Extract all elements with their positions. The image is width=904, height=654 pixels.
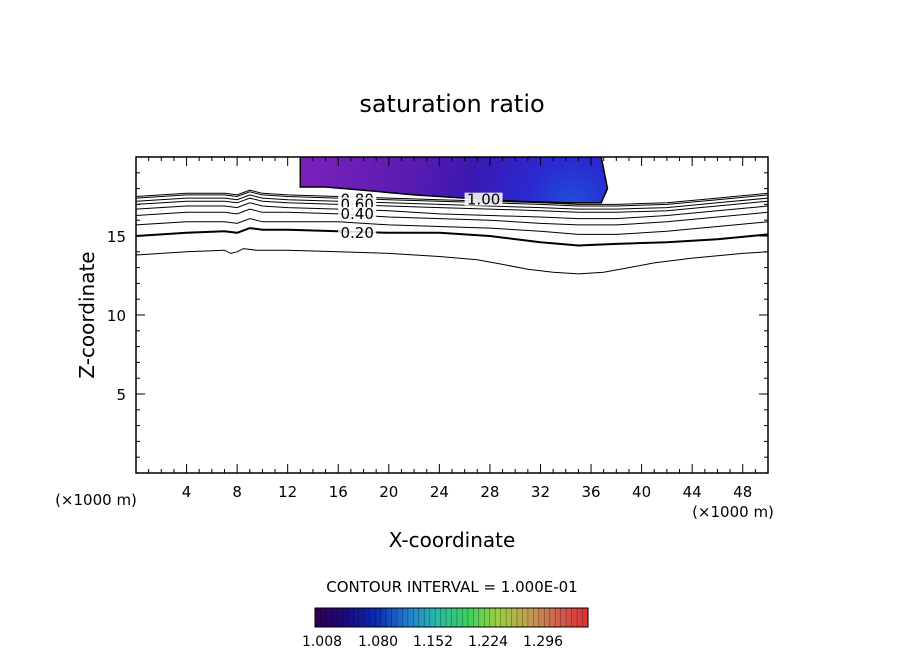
colorbar-tick-label: 1.224 xyxy=(468,634,508,650)
x-tick-label: 12 xyxy=(278,483,297,501)
y-tick-label: 5 xyxy=(116,386,126,404)
x-tick-label: 8 xyxy=(232,483,242,501)
plot-area: 0.800.600.400.201.00 4812162024283236404… xyxy=(107,156,769,501)
x-tick-label: 44 xyxy=(683,483,702,501)
colorbar-gradient xyxy=(314,607,589,628)
x-axis-label: X-coordinate xyxy=(389,528,516,552)
x-tick-label: 40 xyxy=(632,483,651,501)
colorbar: 1.008 1.080 1.152 1.224 1.296 xyxy=(302,607,589,650)
chart-title: saturation ratio xyxy=(359,90,544,118)
x-tick-label: 36 xyxy=(581,483,600,501)
y-axis-label: Z-coordinate xyxy=(75,251,99,378)
contour-line-0-7 xyxy=(136,194,768,210)
x-unit-label-right: (×1000 m) xyxy=(692,503,774,521)
contour-line-0-2 xyxy=(136,227,768,247)
contour-line-0-6 xyxy=(136,197,768,213)
contour-line-0-1 xyxy=(136,248,768,275)
contour-label: 0.20 xyxy=(340,224,373,242)
contour-label-bg xyxy=(464,192,503,206)
x-tick-label: 32 xyxy=(531,483,550,501)
x-tick-label: 16 xyxy=(329,483,348,501)
x-tick-label: 24 xyxy=(430,483,449,501)
contour-label-bg xyxy=(338,206,377,220)
contour-line-0-3 xyxy=(136,218,768,235)
x-tick-label: 4 xyxy=(182,483,192,501)
plot-frame xyxy=(135,156,769,474)
contour-line-0-5 xyxy=(136,202,768,220)
contour-line-0-4 xyxy=(136,208,768,226)
contour-line-0-9 xyxy=(136,189,768,205)
contour-label: 0.40 xyxy=(340,205,373,223)
colorbar-tick-label: 1.080 xyxy=(358,634,398,650)
y-tick-label: 10 xyxy=(107,307,126,325)
contour-label: 1.00 xyxy=(467,191,500,209)
x-tick-label: 28 xyxy=(480,483,499,501)
colorbar-tick-label: 1.008 xyxy=(302,634,342,650)
colorbar-tick-label: 1.296 xyxy=(523,634,563,650)
x-unit-label-left: (×1000 m) xyxy=(55,491,137,509)
contour-interval-text: CONTOUR INTERVAL = 1.000E-01 xyxy=(326,578,577,596)
contour-label-bg xyxy=(338,225,377,239)
colorbar-tick-label: 1.152 xyxy=(413,634,453,650)
y-tick-label: 15 xyxy=(107,228,126,246)
x-tick-label: 20 xyxy=(379,483,398,501)
x-tick-label: 48 xyxy=(733,483,752,501)
contour-line-0-8 xyxy=(136,191,768,207)
